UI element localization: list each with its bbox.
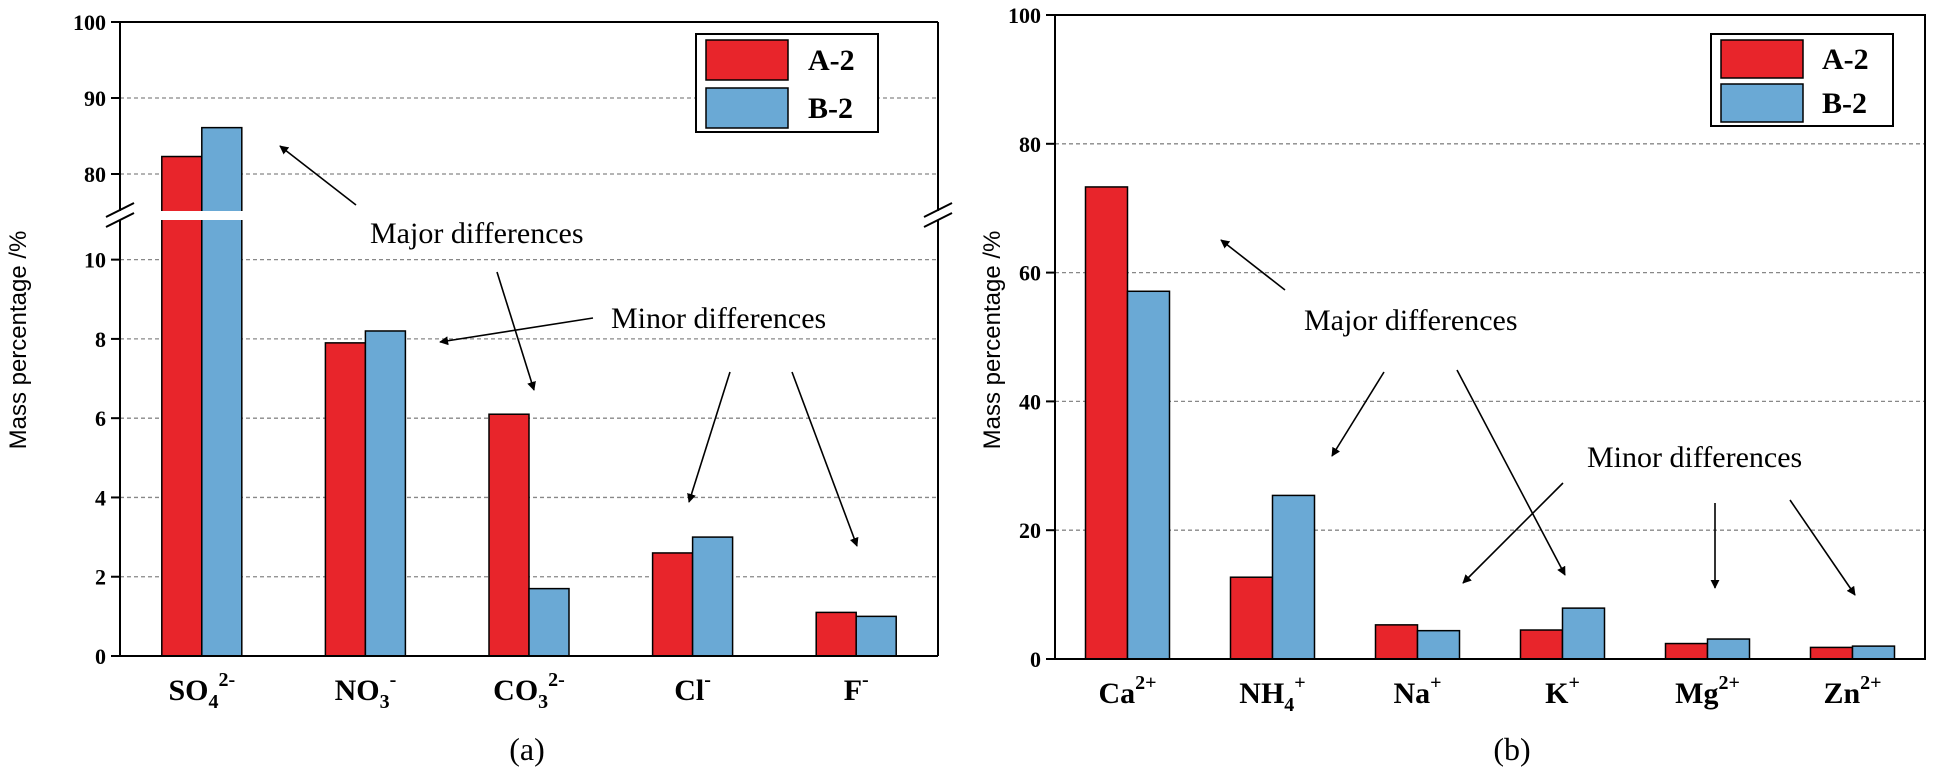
chart-a-legend: A-2 B-2: [695, 33, 879, 133]
annotation-major-differences-b: Major differences: [1304, 304, 1518, 337]
arrow-major-to-nh4: [1331, 371, 1385, 457]
x-tick-label-nh4: NH4+: [1239, 672, 1305, 716]
bar-a-2-na: [1374, 624, 1419, 660]
bar-b-2-co3: [528, 587, 570, 657]
y-tick-label: 60: [1019, 261, 1041, 286]
x-tick-label-co3: CO32-: [493, 669, 565, 713]
bar-a-2-no3: [324, 342, 367, 657]
annotation-minor-differences-a: Minor differences: [611, 302, 826, 335]
bar-a-2-ca: [1084, 186, 1129, 660]
arrow-minor-to-na: [1462, 482, 1564, 584]
arrow-minor-to-zn: [1789, 499, 1856, 596]
chart-a-y-axis-label: Mass percentage /%: [5, 231, 32, 450]
y-tick-label: 90: [84, 86, 106, 111]
y-tick-label: 2: [95, 565, 106, 590]
bar-a-2-mg: [1664, 642, 1709, 660]
chart-b-y-ticks: 0 20 40 60 80 100: [1008, 3, 1055, 672]
chart-a-annotations: Major differences Minor differences: [279, 145, 859, 547]
arrow-major-to-k: [1456, 369, 1566, 576]
arrow-major-to-so4: [279, 145, 357, 206]
bar-b-2-f: [855, 615, 897, 657]
legend-swatch-b-2: [1720, 83, 1804, 123]
x-tick-label-mg: Mg2+: [1675, 672, 1740, 710]
x-tick-label-na: Na+: [1393, 672, 1441, 710]
x-tick-label-cl: Cl-: [674, 669, 711, 707]
y-tick-label: 100: [73, 10, 106, 35]
y-tick-label: 100: [1008, 3, 1041, 28]
y-tick-label: 8: [95, 327, 106, 352]
annotation-major-differences-a: Major differences: [370, 217, 584, 250]
bar-b-2-na: [1416, 629, 1461, 660]
chart-b-annotations: Major differences Minor differences: [1220, 239, 1856, 596]
y-tick-label: 80: [1019, 132, 1041, 157]
chart-a: 0 2 4 6 8 10 80 90 100 SO42- NO3- CO32- Cl- F- Mass …: [5, 10, 953, 767]
bar-a-2-so4: [161, 155, 203, 657]
bar-a-2-cl: [651, 552, 694, 657]
arrow-major-to-co3: [496, 271, 536, 391]
legend-label-a-2: A-2: [1822, 43, 1869, 76]
bar-b-2-zn: [1851, 645, 1896, 660]
chart-a-x-ticks: SO42- NO3- CO32- Cl- F-: [168, 669, 868, 713]
bar-b-2-mg: [1706, 638, 1751, 660]
x-tick-label-no3: NO3-: [335, 669, 397, 713]
legend-label-b-2: B-2: [1822, 87, 1867, 120]
chart-b-legend: A-2 B-2: [1710, 33, 1894, 127]
bar-b-2-cl: [691, 536, 734, 657]
y-tick-label: 10: [84, 248, 106, 273]
bar-a-2-k: [1519, 629, 1564, 660]
y-tick-label: 20: [1019, 518, 1041, 543]
bar-b-2-no3: [364, 330, 407, 657]
legend-swatch-a-2: [705, 39, 789, 81]
chart-b-bars: [1084, 186, 1896, 660]
legend-label-b-2: B-2: [808, 92, 853, 125]
arrow-minor-to-f: [791, 371, 859, 547]
bar-b-2-nh4: [1271, 494, 1316, 660]
bar-b-2-k: [1561, 607, 1606, 660]
chart-b-x-ticks: Ca2+ NH4+ Na+ K+ Mg2+ Zn2+: [1098, 672, 1881, 716]
x-tick-label-so4: SO42-: [168, 669, 235, 713]
bar-a-2-co3: [488, 413, 530, 657]
panel-label-b: (b): [1493, 731, 1530, 767]
x-tick-label-zn: Zn2+: [1823, 672, 1881, 710]
chart-a-axis-break: [100, 202, 953, 228]
x-tick-label-k: K+: [1545, 672, 1580, 710]
y-tick-label: 40: [1019, 389, 1041, 414]
chart-b: 0 20 40 60 80 100 Ca2+ NH4+ Na+ K+ Mg2+ Zn2+ Mass …: [979, 3, 1926, 767]
arrow-major-to-ca: [1220, 239, 1286, 291]
bar-a-2-zn: [1809, 646, 1854, 660]
chart-b-axes: [1054, 14, 1926, 660]
y-tick-label: 6: [95, 406, 106, 431]
y-tick-label: 4: [95, 485, 106, 510]
arrow-minor-to-no3: [439, 317, 594, 346]
bar-a-2-nh4: [1229, 576, 1274, 660]
bar-a-2-f: [815, 611, 857, 657]
y-tick-label: 0: [95, 644, 106, 669]
x-tick-label-ca: Ca2+: [1098, 672, 1156, 710]
chart-a-axes: [119, 21, 939, 657]
panel-label-a: (a): [509, 731, 545, 767]
legend-swatch-a-2: [1720, 39, 1804, 79]
y-tick-label: 0: [1030, 647, 1041, 672]
chart-b-grid: [1055, 143, 1925, 531]
x-tick-label-f: F-: [844, 669, 869, 707]
annotation-minor-differences-b: Minor differences: [1587, 441, 1802, 474]
bar-b-2-so4: [201, 126, 243, 657]
y-tick-label: 80: [84, 162, 106, 187]
legend-label-a-2: A-2: [808, 44, 855, 77]
bar-b-2-ca: [1126, 290, 1171, 660]
chart-b-y-axis-label: Mass percentage /%: [979, 231, 1006, 450]
arrow-minor-to-cl: [687, 371, 731, 503]
chart-a-y-ticks: 0 2 4 6 8 10 80 90 100: [73, 10, 120, 669]
legend-swatch-b-2: [705, 87, 789, 129]
